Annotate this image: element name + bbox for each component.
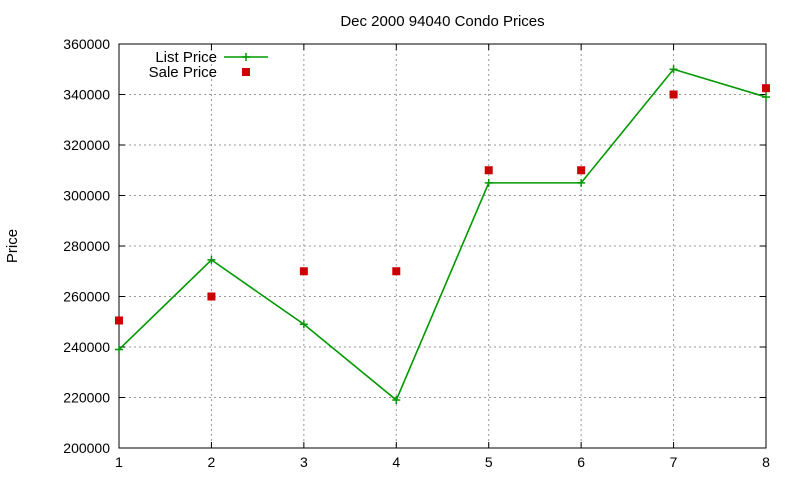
chart-title: Dec 2000 94040 Condo Prices <box>340 13 544 30</box>
list-price-line <box>118 68 767 402</box>
gridlines <box>119 44 766 448</box>
axis-ticks: 1 2 3 4 5 6 7 8 200000 220000 240000 260000 280000 30… <box>63 36 770 470</box>
y-tick-label: 240000 <box>63 339 110 355</box>
y-tick-label: 260000 <box>63 289 110 305</box>
legend-label: List Price <box>155 49 217 66</box>
list-price-point <box>392 396 401 405</box>
sale-price-point <box>392 267 401 276</box>
y-tick-label: 200000 <box>63 440 110 456</box>
sale-price-point <box>299 267 308 276</box>
x-tick-label: 6 <box>577 454 585 470</box>
y-tick-label: 280000 <box>63 238 110 254</box>
x-tick-label: 7 <box>670 454 678 470</box>
series-list-price <box>115 65 770 405</box>
sale-price-point <box>577 166 586 175</box>
y-axis-label: Price <box>4 229 21 263</box>
list-price-point <box>669 65 678 74</box>
x-tick-label: 5 <box>485 454 493 470</box>
sale-price-point <box>669 90 678 99</box>
x-tick-label: 8 <box>762 454 770 470</box>
y-tick-label: 360000 <box>63 36 110 52</box>
sale-price-point <box>115 316 123 325</box>
legend-plus-marker <box>242 53 250 61</box>
sale-price-point <box>762 84 770 93</box>
list-price-point <box>484 178 493 187</box>
list-price-point <box>115 345 123 354</box>
x-tick-label: 4 <box>392 454 400 470</box>
x-tick-label: 1 <box>115 454 123 470</box>
plot-frame <box>118 43 767 449</box>
y-tick-label: 320000 <box>63 137 110 153</box>
list-price-point <box>762 93 770 102</box>
sale-price-point <box>484 166 493 175</box>
list-price-point <box>207 255 216 264</box>
list-price-point <box>299 320 308 329</box>
sale-price-point <box>207 292 216 301</box>
y-tick-label: 220000 <box>63 390 110 406</box>
series-sale-price <box>115 84 770 325</box>
x-tick-label: 3 <box>300 454 308 470</box>
x-tick-label: 2 <box>208 454 216 470</box>
legend-square-marker <box>242 68 250 76</box>
y-tick-label: 340000 <box>63 87 110 103</box>
legend-label: Sale Price <box>149 64 217 81</box>
y-tick-label: 300000 <box>63 188 110 204</box>
series-layer <box>115 65 770 405</box>
list-price-point <box>577 178 586 187</box>
